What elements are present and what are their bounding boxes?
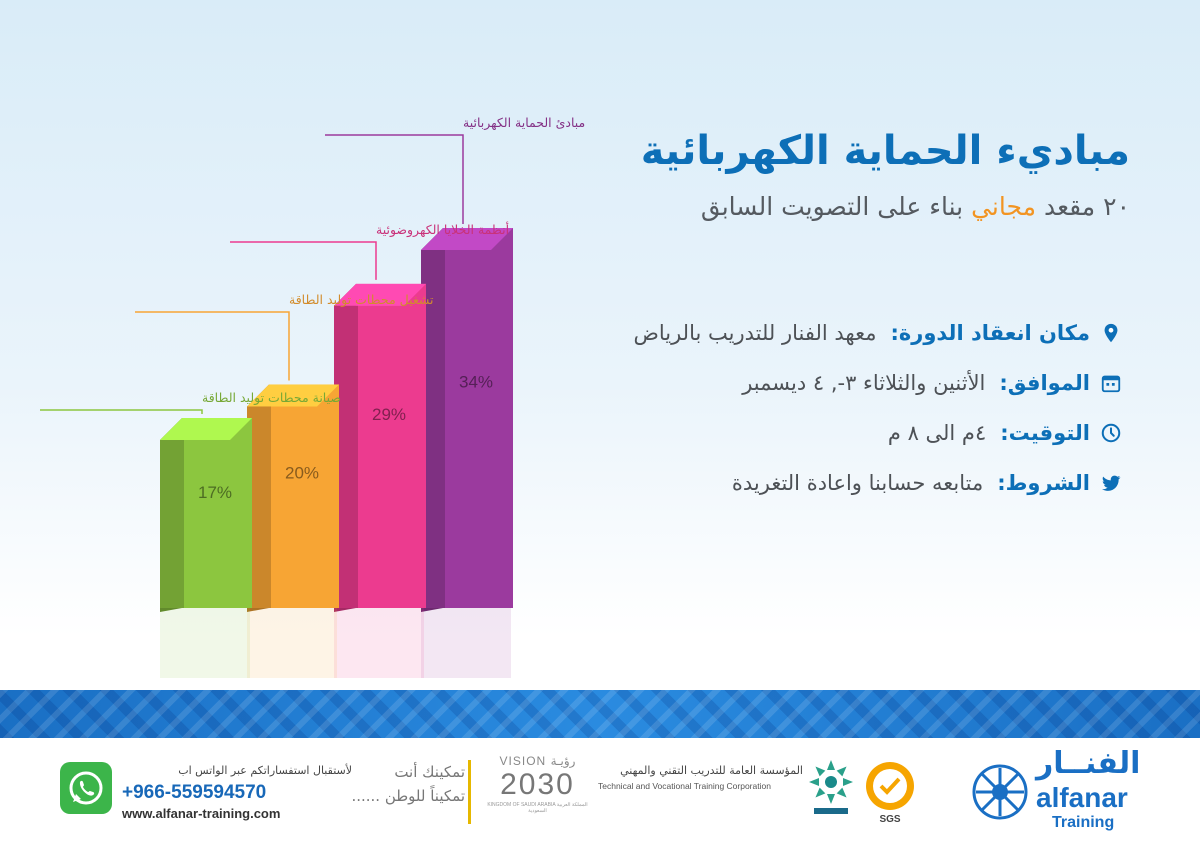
bar-reflection [247,608,337,678]
info-label-time: التوقيت: [1000,421,1090,445]
callout-line [40,409,203,414]
decorative-band [0,690,1200,738]
bar-reflection [334,608,424,678]
course-info-list: مكان انعقاد الدورة: معهد الفنار للتدريب … [562,308,1122,508]
twitter-icon [1102,475,1121,491]
callout-line [135,311,290,381]
callout-line [230,241,377,280]
info-row-location: مكان انعقاد الدورة: معهد الفنار للتدريب … [562,308,1122,358]
callout-line [325,134,464,224]
vision-year: 2030 [500,768,575,801]
vision-2030-logo: VISION رؤيـة 2030 KINGDOM OF SAUDI ARABI… [485,754,590,834]
info-row-time: التوقيت: ٤م الى ٨ م [562,408,1122,458]
category-label: مبادئ الحماية الكهربائية [463,115,585,131]
info-label-conditions: الشروط: [997,471,1090,495]
tvtc-text: المؤسسة العامة للتدريب التقني والمهني Te… [598,764,803,791]
slogan: تمكينك أنت تمكيناً للوطن ...... [315,760,465,808]
whatsapp-icon[interactable] [60,762,112,814]
sgs-certification-logo: SGS [866,762,914,825]
bar [443,228,513,608]
tvtc-english: Technical and Vocational Training Corpor… [598,781,771,791]
bar-value-label: 29% [372,405,406,424]
sgs-label: SGS [879,814,900,825]
location-pin-icon [1104,323,1118,343]
category-label: تشغيل محطات توليد الطاقة [289,292,434,308]
category-label: أنظمة الخلايا الكهروضوئية [376,221,509,238]
bar [182,418,252,608]
info-label-date: الموافق: [999,371,1090,395]
category-label: صيانة محطات توليد الطاقة [202,390,341,406]
info-value-time: ٤م الى ٨ م [887,421,987,445]
bar-top [334,283,426,306]
subtitle-post: بناء على التصويت السابق [700,192,972,221]
website-link[interactable]: www.alfanar-training.com [122,806,281,821]
bar-chart: 34% مبادئ الحماية الكهربائية 29% أنظمة الخل… [40,115,585,678]
page-title: مباديء الحماية الكهربائية [640,128,1130,174]
vision-country: KINGDOM OF SAUDI ARABIA المملكة العربية … [487,802,588,814]
info-value-conditions: متابعه حسابنا واعادة التغريدة [731,471,984,495]
bar-top [421,228,513,250]
bar-left-face [160,440,184,608]
alfanar-brand: الفنــار alfanar Training [970,746,1170,841]
divider [468,760,471,824]
info-value-location: معهد الفنار للتدريب بالرياض [633,321,877,345]
whatsapp-cta: لأستقبال استفساراتكم عبر الواتس اب [178,764,352,777]
footer: لأستقبال استفساراتكم عبر الواتس اب +966-… [0,738,1200,849]
calendar-icon [1101,375,1121,393]
tvtc-logo-icon [809,760,853,814]
bar-top [247,384,339,407]
bar-value-label: 34% [459,373,493,392]
brand-training: Training [1052,814,1115,831]
bar [356,283,426,608]
bar-top [160,418,252,440]
info-row-date: الموافق: الأثنين والثلاثاء ٣-, ٤ ديسمبر [562,358,1122,408]
info-label-location: مكان انعقاد الدورة: [890,321,1090,345]
tvtc-arabic: المؤسسة العامة للتدريب التقني والمهني [620,764,803,777]
clock-icon [1101,423,1121,443]
phone-number[interactable]: +966-559594570 [122,782,267,803]
subtitle-pre: ٢٠ مقعد [1036,192,1130,221]
slogan-line-1: تمكينك أنت [394,763,465,781]
brand-english: alfanar [1036,782,1128,813]
alfanar-logo-icon [972,764,1028,820]
slogan-line-2: تمكيناً للوطن ...... [351,787,465,805]
subtitle: ٢٠ مقعد مجاني بناء على التصويت السابق [570,192,1130,221]
info-value-date: الأثنين والثلاثاء ٣-, ٤ ديسمبر [742,371,986,395]
contact-block: لأستقبال استفساراتكم عبر الواتس اب +966-… [60,752,352,832]
bar-value-label: 17% [198,483,232,502]
bar [269,384,339,608]
brand-arabic: الفنــار [1036,746,1141,781]
bar-reflection [160,608,250,678]
vision-label: VISION رؤيـة [499,754,576,768]
subtitle-highlight: مجاني [971,192,1037,221]
bar-reflection [421,608,511,678]
bar-value-label: 20% [285,463,319,482]
info-row-conditions: الشروط: متابعه حسابنا واعادة التغريدة [562,458,1122,508]
